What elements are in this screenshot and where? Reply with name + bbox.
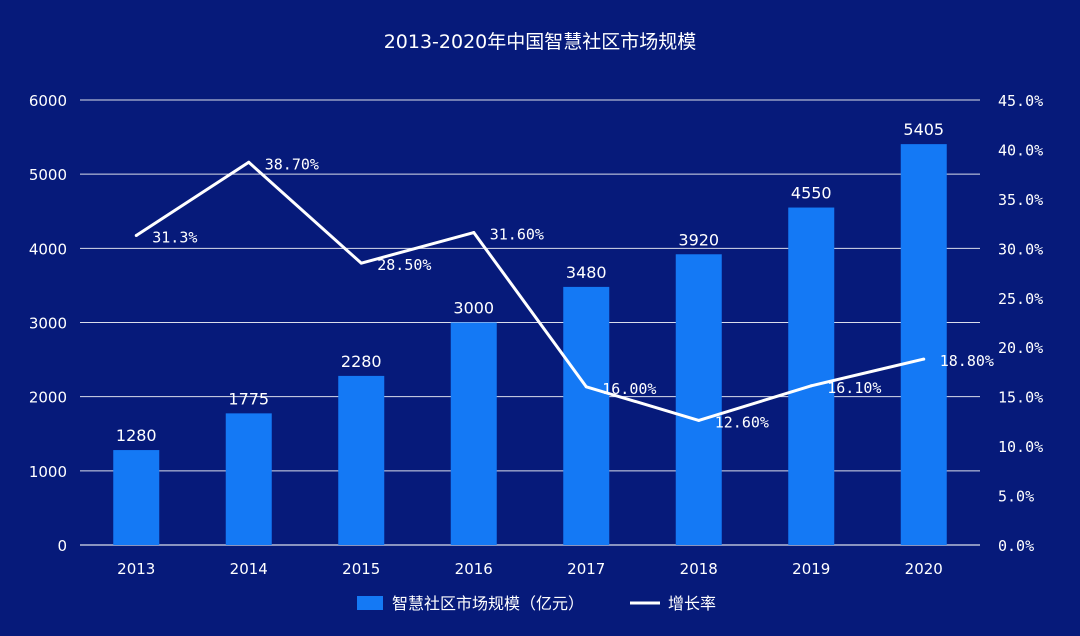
y-right-tick-label: 40.0% <box>998 141 1043 159</box>
x-tick-label: 2013 <box>117 560 155 578</box>
growth-rate-label: 31.3% <box>152 228 197 246</box>
growth-rate-point-2018 <box>697 418 701 422</box>
y-right-tick-label: 25.0% <box>998 290 1043 308</box>
bar-2020 <box>900 144 947 546</box>
legend-line-label: 增长率 <box>668 594 716 613</box>
growth-rate-point-2014 <box>247 160 251 164</box>
x-tick-label: 2020 <box>905 560 943 578</box>
y-left-tick-label: 0 <box>57 537 67 555</box>
growth-rate-label: 16.00% <box>602 380 656 398</box>
y-right-tick-label: 5.0% <box>998 488 1034 506</box>
growth-rate-label: 18.80% <box>940 352 994 370</box>
chart-title: 2013-2020年中国智慧社区市场规模 <box>384 31 697 53</box>
bar-value-label: 3000 <box>453 299 494 318</box>
growth-rate-label: 12.60% <box>715 413 769 431</box>
x-tick-label: 2019 <box>792 560 830 578</box>
bar-value-label: 1775 <box>228 389 269 408</box>
y-right-tick-label: 0.0% <box>998 537 1034 555</box>
growth-rate-label: 38.70% <box>265 155 319 173</box>
x-tick-label: 2018 <box>680 560 718 578</box>
bar-2013 <box>113 450 160 545</box>
y-left-tick-label: 2000 <box>29 389 67 407</box>
y-right-tick-label: 10.0% <box>998 438 1043 456</box>
growth-rate-point-2013 <box>134 233 138 237</box>
bar-value-label: 2280 <box>341 352 382 371</box>
legend-bar-swatch <box>357 596 383 610</box>
y-left-tick-label: 3000 <box>29 315 67 333</box>
y-right-tick-label: 20.0% <box>998 339 1043 357</box>
growth-rate-label: 31.60% <box>490 226 544 244</box>
bar-2017 <box>563 286 610 545</box>
growth-rate-point-2016 <box>472 231 476 235</box>
growth-rate-line <box>135 160 925 422</box>
bar-2014 <box>225 413 272 545</box>
y-right-tick-label: 35.0% <box>998 191 1043 209</box>
y-left-tick-label: 6000 <box>29 92 67 110</box>
growth-rate-point-2017 <box>584 385 588 389</box>
x-tick-label: 2017 <box>567 560 605 578</box>
y-left-tick-label: 1000 <box>29 463 67 481</box>
bar-2015 <box>338 375 385 545</box>
growth-rate-point-2020 <box>922 357 926 361</box>
growth-rate-point-2015 <box>359 261 363 265</box>
bar-value-label: 4550 <box>791 184 832 203</box>
bar-2016 <box>450 322 497 545</box>
growth-rate-label: 16.10% <box>827 379 881 397</box>
y-right-tick-label: 45.0% <box>998 92 1043 110</box>
bar-value-label: 3480 <box>566 263 607 282</box>
y-right-tick-label: 30.0% <box>998 240 1043 258</box>
bar-value-label: 5405 <box>903 120 944 139</box>
growth-rate-label: 28.50% <box>377 256 431 274</box>
legend-bar-label: 智慧社区市场规模（亿元） <box>392 594 584 613</box>
bar-value-label: 1280 <box>116 426 157 445</box>
x-tick-label: 2016 <box>455 560 493 578</box>
bar-2018 <box>675 254 722 545</box>
x-tick-label: 2015 <box>342 560 380 578</box>
y-left-tick-label: 5000 <box>29 166 67 184</box>
bar-2019 <box>788 207 835 545</box>
y-right-tick-label: 15.0% <box>998 389 1043 407</box>
y-left-tick-label: 4000 <box>29 240 67 258</box>
x-tick-label: 2014 <box>230 560 268 578</box>
bar-value-label: 3920 <box>678 230 719 249</box>
growth-rate-point-2019 <box>809 384 813 388</box>
